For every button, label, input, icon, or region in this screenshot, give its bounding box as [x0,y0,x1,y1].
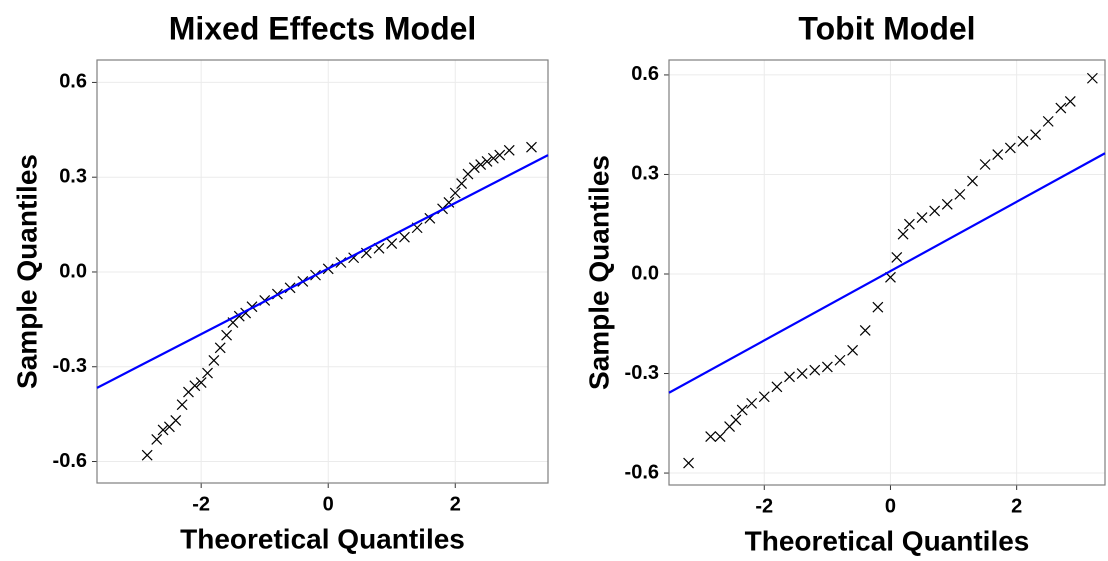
point [758,391,770,403]
point [929,205,941,217]
point [195,377,207,388]
point [399,231,410,243]
point [859,324,871,336]
x-tick-label: 2 [1011,495,1022,517]
point [475,159,487,170]
y-tick-label: -0.6 [625,461,659,483]
point [202,367,213,379]
y-axis-title: Sample Quantiles [583,155,614,390]
point [176,399,188,411]
point [481,155,493,167]
point [1064,96,1076,107]
point [941,198,953,210]
point [221,329,233,341]
point [796,368,808,379]
x-axis-title: Theoretical Quantiles [745,525,1030,556]
x-tick-label: 0 [885,495,896,517]
x-tick-label: -2 [192,493,210,515]
point [771,381,783,393]
point [443,197,455,208]
point [784,371,795,383]
point [891,251,903,263]
x-tick-label: 0 [323,493,334,515]
point [189,380,201,392]
x-tick-label: 2 [450,493,461,515]
point [141,449,153,461]
point [809,364,821,376]
point [834,354,846,366]
point [503,144,515,156]
panel-border [96,59,549,484]
point [1086,72,1098,84]
point [214,342,226,354]
point [967,175,978,187]
point [979,159,991,170]
panel-border [668,59,1106,486]
point [847,344,859,356]
reference-line [96,154,549,389]
point [714,431,726,442]
point [897,228,909,240]
point [1030,129,1042,141]
point [730,414,742,426]
point [487,152,499,164]
point [1017,135,1029,147]
point [872,301,884,313]
point [954,188,966,200]
point [449,187,461,199]
point [526,141,537,153]
point [1004,142,1016,154]
point [916,212,928,224]
point [157,424,169,436]
y-tick-label: 0.0 [631,262,659,284]
point [386,238,398,249]
y-tick-label: -0.6 [53,450,87,472]
point [736,404,748,416]
point [456,178,468,189]
point [468,162,480,174]
y-tick-label: -0.3 [625,362,659,384]
chart-title: Tobit Model [798,10,975,46]
point [1055,102,1067,114]
point [151,433,163,445]
y-tick-label: 0.0 [59,260,87,282]
chart-title: Mixed Effects Model [169,10,477,46]
point [494,149,506,161]
reference-line [668,152,1106,394]
point [992,149,1004,160]
point [705,431,717,442]
point [821,361,833,373]
y-tick-label: -0.3 [53,355,87,377]
point [170,415,182,426]
point [1042,115,1054,127]
y-tick-label: 0.6 [59,71,87,93]
point [746,397,758,409]
point [903,218,915,230]
point [683,457,694,469]
x-axis-title: Theoretical Quantiles [180,523,465,554]
y-tick-label: 0.6 [631,63,659,85]
y-tick-label: 0.3 [631,163,659,185]
x-tick-label: -2 [755,495,773,517]
y-tick-label: 0.3 [59,165,87,187]
y-axis-title: Sample Quantiles [11,154,42,389]
point [208,355,220,366]
